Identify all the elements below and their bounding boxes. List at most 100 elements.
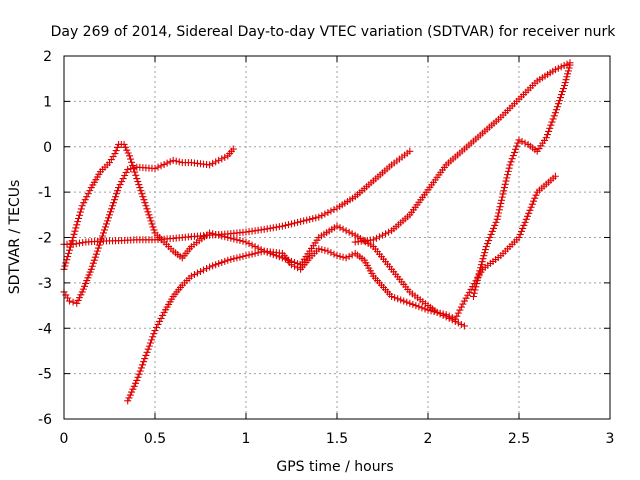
data-point [418,304,426,312]
data-point [403,298,411,306]
data-point [114,187,122,195]
data-point [245,251,253,259]
data-point [100,226,108,234]
data-point [336,252,344,260]
data-point [388,292,396,300]
data-point [382,230,390,238]
data-point [547,121,555,129]
data-point [375,233,383,241]
y-tick-label: -1 [38,185,52,201]
data-point [74,218,82,226]
data-point [485,237,493,245]
data-point [542,134,550,142]
data-point [141,199,149,207]
data-point [118,178,126,186]
data-point [486,234,494,241]
data-point [65,249,73,257]
data-point [124,397,132,405]
data-point [142,202,150,210]
data-point [470,292,477,300]
data-point [113,190,121,198]
data-point [98,232,106,240]
x-tick-label: 0.5 [144,431,166,447]
data-point [465,288,473,296]
data-point [442,311,450,319]
x-tick-label: 2.5 [508,431,530,447]
series-track-1 [60,147,414,248]
data-point [530,197,538,205]
data-point [109,153,117,161]
data-point [78,202,86,210]
data-point [549,115,557,123]
data-point [566,61,574,69]
data-point [278,222,286,230]
data-point [342,254,350,262]
data-point [321,246,329,254]
data-point [481,249,489,257]
x-axis-label: GPS time / hours [276,459,393,475]
x-tick-label: 0 [60,431,69,447]
data-point [75,214,83,222]
axis-ticks: 0 0.5 1 1.5 2 2.5 3 2 1 0 -1 -2 -3 -4 -5 -6 [38,49,614,447]
data-point [517,227,525,235]
data-point [127,155,135,163]
data-point [558,88,566,96]
data-point [62,291,70,299]
data-point [520,221,528,229]
data-point [130,165,138,173]
data-point [68,237,76,245]
data-point [111,150,119,158]
data-point [494,212,502,220]
data-point [134,178,142,186]
data-point [129,162,137,170]
series-track-5 [351,59,574,246]
data-point [137,187,145,195]
data-point [516,230,524,238]
data-point [479,255,487,263]
y-tick-label: -3 [38,276,52,292]
data-point [478,258,486,266]
data-point [70,230,78,238]
data-point [109,202,117,210]
data-point [215,231,223,239]
data-point [421,305,429,313]
data-point [62,259,70,267]
data-point [160,160,168,168]
data-point [294,218,302,226]
data-point [126,391,134,399]
data-point [75,239,83,247]
series-track-6 [470,61,574,300]
data-point [385,228,393,236]
data-point [242,252,250,260]
data-point [146,339,154,347]
data-point [148,336,156,344]
data-point [315,245,323,253]
data-point [103,217,111,225]
data-point [147,217,155,225]
data-point [476,267,484,275]
data-point [150,226,158,234]
data-point [430,308,438,316]
data-point [132,171,140,179]
data-point [348,230,356,238]
data-point [563,73,571,81]
data-point [218,155,226,163]
data-point [464,291,472,299]
data-point [546,124,554,132]
data-point [187,272,195,280]
data-point [522,215,530,223]
data-point [140,358,148,366]
data-point [495,206,503,214]
data-point [499,190,507,198]
data-point [146,214,154,222]
data-point [470,289,478,297]
data-point [487,230,495,238]
data-point [75,211,83,219]
y-tick-label: -4 [38,321,52,337]
data-point [318,212,326,220]
data-point [121,171,129,179]
data-point [206,263,214,271]
data-point [200,266,208,274]
data-point [473,280,481,288]
data-point [133,175,141,183]
